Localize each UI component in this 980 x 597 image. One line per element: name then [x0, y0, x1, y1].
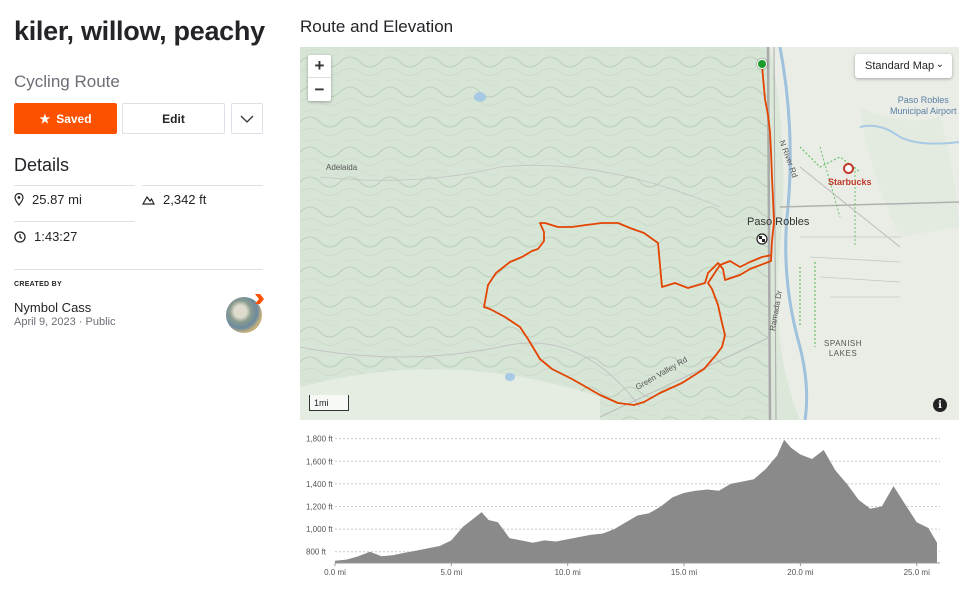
elevation-area: [335, 439, 937, 563]
visibility: Public: [85, 316, 116, 328]
map-label-starbucks: Starbucks: [828, 177, 872, 187]
map-label-adelaida: Adelaida: [326, 163, 358, 172]
map-scale: 1mi: [309, 395, 349, 411]
star-icon: ★: [39, 111, 51, 126]
time-stat: 1:43:27: [14, 229, 77, 244]
map-label-paso-robles: Paso Robles: [747, 216, 810, 228]
distance-value: 25.87 mi: [32, 192, 82, 207]
creator-meta: April 9, 2023 · Public: [14, 316, 116, 328]
map-label-airport: Paso Robles Municipal Airport: [890, 95, 957, 116]
details-heading: Details: [14, 155, 70, 175]
elevation-value: 2,342 ft: [163, 192, 207, 207]
y-tick-label: 1,000 ft: [306, 525, 333, 534]
route-map[interactable]: Paso Robles Starbucks Paso Robles Munici…: [300, 47, 959, 420]
elevation-chart[interactable]: 1,800 ft 1,600 ft 1,400 ft 1,200 ft 1,000 ft…: [300, 425, 959, 597]
elevation-stat: 2,342 ft: [142, 192, 206, 207]
location-pin-icon: [14, 193, 24, 206]
x-tick-label: 5.0 mi: [440, 568, 462, 577]
chevron-down-icon: ⌄: [935, 59, 944, 70]
divider: [142, 185, 263, 186]
route-start-marker[interactable]: [757, 59, 767, 69]
x-tick-label: 25.0 mi: [904, 568, 930, 577]
zoom-in-button[interactable]: +: [308, 55, 331, 78]
edit-button[interactable]: Edit: [122, 103, 225, 134]
map-terrain: [300, 47, 959, 420]
creator-name[interactable]: Nymbol Cass: [14, 300, 92, 315]
more-actions-button[interactable]: [231, 103, 263, 134]
divider: [14, 185, 135, 186]
x-tick-label: 15.0 mi: [671, 568, 697, 577]
subscriber-badge-icon: [255, 294, 264, 304]
y-tick-label: 1,800 ft: [306, 435, 333, 444]
map-style-value: Standard Map: [865, 60, 935, 72]
route-line: [483, 63, 775, 406]
clock-icon: [14, 230, 26, 243]
y-tick-label: 1,200 ft: [306, 502, 333, 511]
y-tick-label: 1,400 ft: [306, 480, 333, 489]
y-tick-label: 800 ft: [306, 548, 327, 557]
mountain-icon: [142, 195, 155, 205]
distance-stat: 25.87 mi: [14, 192, 82, 207]
zoom-out-button[interactable]: −: [314, 79, 325, 99]
created-by-label: CREATED BY: [14, 281, 62, 288]
route-type: Cycling Route: [14, 72, 120, 91]
x-tick-label: 0.0 mi: [324, 568, 346, 577]
info-icon[interactable]: i: [933, 398, 947, 412]
divider: [14, 221, 135, 222]
saved-label: Saved: [56, 111, 92, 126]
section-title: Route and Elevation: [300, 17, 454, 36]
route-end-marker: [756, 233, 768, 245]
saved-button[interactable]: ★ Saved: [14, 103, 117, 134]
y-tick-label: 1,600 ft: [306, 457, 333, 466]
route-title: kiler, willow, peachy: [14, 16, 265, 46]
divider: [14, 269, 263, 270]
coffee-icon: [843, 163, 854, 174]
map-label-spanish-lakes: SPANISH LAKES: [824, 339, 863, 358]
zoom-control: + −: [308, 55, 331, 101]
time-value: 1:43:27: [34, 229, 78, 244]
chevron-down-icon: [240, 115, 254, 123]
created-date: April 9, 2023: [14, 316, 76, 328]
map-style-select[interactable]: Standard Map ⌄: [855, 54, 952, 78]
starbucks-poi[interactable]: Starbucks: [828, 163, 888, 193]
x-tick-label: 10.0 mi: [555, 568, 581, 577]
x-tick-label: 20.0 mi: [787, 568, 813, 577]
